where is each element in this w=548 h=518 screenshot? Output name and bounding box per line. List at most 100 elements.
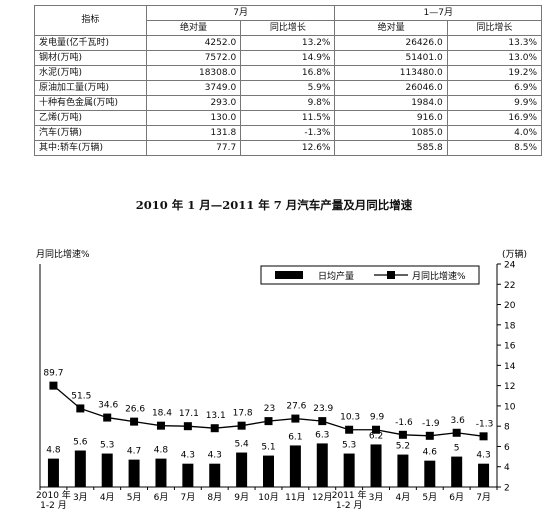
line-marker [49,381,58,390]
bar-value-label: 5.4 [234,440,249,450]
table-row: 汽车(万辆) 131.8 -1.3% 1085.0 4.0% [34,125,543,141]
right-tick-label: 14 [504,362,516,372]
bar [451,456,463,487]
line-value-label: 3.6 [451,416,466,426]
bar [289,445,301,487]
line-marker [372,425,381,434]
table-row: 水泥(万吨) 18308.0 16.8% 113480.0 19.2% [34,65,543,81]
x-tick-label: 3月 [369,492,384,503]
x-tick-label: 9月 [234,492,249,503]
line-marker [291,414,300,423]
bar [424,460,436,487]
bar [155,458,167,487]
bar [478,463,490,487]
bar-value-label: 6.2 [369,431,383,441]
right-tick-label: 20 [504,301,516,311]
x-tick-label: 1-2 月 [336,500,363,511]
x-tick-label: 12月 [312,492,332,503]
right-tick-label: 16 [504,342,516,352]
line-marker [318,417,327,426]
x-tick-label: 3月 [73,492,88,503]
line-marker [345,425,354,434]
right-tick-label: 4 [504,463,510,473]
table-row: 十种有色金属(万吨) 293.0 9.8% 1984.0 9.9% [34,95,543,111]
x-tick-label: 5月 [127,492,142,503]
line-marker [237,421,246,430]
table-row: 原油加工量(万吨) 3749.0 5.9% 26046.0 6.9% [34,80,543,96]
legend-bar-swatch [275,271,303,279]
bar-value-label: 6.1 [288,432,302,442]
right-tick-label: 2 [504,484,510,494]
line-marker [264,417,273,426]
bar [316,443,328,487]
bar-value-label: 5.3 [100,441,114,451]
bar [182,463,194,487]
x-tick-label: 4月 [100,492,115,503]
line-value-label: -1.3 [476,419,494,429]
bar-value-label: 5 [454,444,460,454]
line-value-label: 18.4 [152,409,172,419]
table-header-row-2: 绝对量 同比增长 绝对量 同比增长 [35,20,543,36]
bar-value-label: 6.3 [315,430,329,440]
x-tick-label: 1-2 月 [40,500,67,511]
table-row: 钢材(万吨) 7572.0 14.9% 51401.0 13.0% [34,50,543,66]
right-axis-label: (万辆) [502,248,527,260]
month-growth: 11.5% [240,110,336,126]
x-tick-label: 2011 年 [332,489,367,501]
month-growth: 12.6% [240,140,336,156]
right-tick-label: 10 [504,402,516,412]
line-marker [452,428,461,437]
bar [128,459,140,487]
line-value-label: 27.6 [286,402,306,412]
line-value-label: 89.7 [43,369,63,379]
right-tick-label: 8 [504,423,510,433]
line-marker [425,431,434,440]
x-tick-label: 8月 [207,492,222,503]
bar [343,453,355,487]
right-tick-label: 18 [504,321,516,331]
bar-value-label: 5.3 [342,441,356,451]
bar-value-label: 5.2 [396,442,410,452]
bar [101,453,113,487]
bar [74,450,86,487]
line-value-label: 51.5 [71,391,91,401]
bar [47,458,59,487]
bar [209,463,221,487]
ytd-abs: 585.8 [334,140,448,156]
right-tick-label: 22 [504,281,515,291]
legend-box [260,265,480,285]
table-row: 乙烯(万吨) 130.0 11.5% 916.0 16.9% [34,110,543,126]
right-tick-label: 6 [504,443,510,453]
x-tick-label: 7月 [180,492,195,503]
x-tick-label: 6月 [449,492,464,503]
line-marker [156,421,165,430]
bar [263,455,274,487]
line-value-label: 10.3 [340,413,360,423]
x-tick-label: 7月 [476,492,491,503]
bar [370,444,382,487]
bar [397,454,409,487]
x-tick-label: 5月 [422,492,437,503]
line-marker [210,424,219,433]
bar-value-label: 4.8 [46,446,61,456]
ytd-growth: 8.5% [446,140,543,156]
bar-value-label: 4.8 [154,446,169,456]
line-marker [130,417,139,426]
chart-title: 2010 年 1 月—2011 年 7 月汽车产量及月同比增速 [135,198,413,212]
x-tick-label: 11月 [285,492,305,503]
line-value-label: 13.1 [206,411,226,421]
bar-value-label: 4.7 [127,447,141,457]
line-value-label: 9.9 [370,413,385,423]
line-value-label: 23 [264,404,275,414]
bar-value-label: 5.1 [261,443,275,453]
left-axis-label: 月同比增速% [36,248,90,260]
industrial-output-table: 指标 7月 1—7月 绝对量 同比增长 绝对量 同比增长 发电量(亿千瓦时) 42… [34,5,543,156]
line-marker [479,432,488,441]
line-value-label: 23.9 [313,404,333,414]
x-tick-label: 6月 [154,492,169,503]
bar-value-label: 4.6 [423,448,438,458]
line-value-label: 17.8 [233,409,253,419]
legend-line-label: 月同比增速% [412,270,466,282]
bar-value-label: 5.6 [73,438,88,448]
